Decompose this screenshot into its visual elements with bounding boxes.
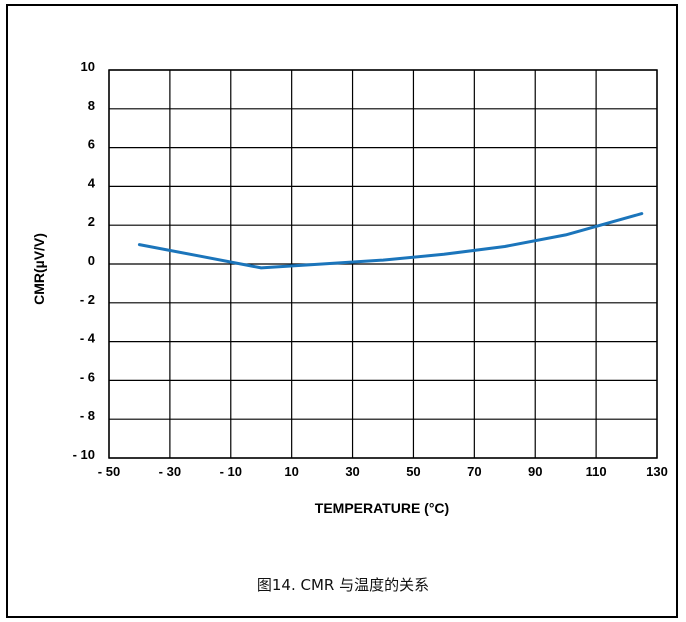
y-tick-label: 6 — [88, 137, 95, 152]
x-tick-label: 30 — [345, 464, 359, 479]
tick-labels: - 50 - 30 - 10 10 30 50 70 90 110 130 10 8 6 4 2 0 - 2 - … — [73, 59, 668, 479]
series-line — [137, 212, 644, 270]
x-axis-title: TEMPERATURE (°C) — [315, 500, 449, 516]
grid — [108, 69, 658, 459]
x-tick-label: - 50 — [98, 464, 120, 479]
y-tick-label: 0 — [88, 253, 95, 268]
figure-caption: 图14. CMR 与温度的关系 — [256, 576, 430, 594]
y-tick-label: 10 — [81, 59, 95, 74]
x-tick-label: 110 — [586, 464, 607, 479]
x-tick-label: - 30 — [159, 464, 181, 479]
cmr-temperature-chart: - 50 - 30 - 10 10 30 50 70 90 110 130 10 8 6 4 2 0 - 2 - … — [31, 59, 668, 516]
x-tick-label: 130 — [646, 464, 668, 479]
y-tick-label: - 2 — [80, 292, 95, 307]
series-lines — [137, 212, 644, 270]
y-tick-label: 2 — [88, 214, 95, 229]
y-tick-label: - 6 — [80, 369, 95, 384]
x-tick-label: 10 — [284, 464, 298, 479]
y-tick-label: 4 — [88, 175, 96, 190]
y-tick-label: - 8 — [80, 408, 95, 423]
y-tick-label: - 10 — [73, 447, 95, 462]
figure-frame — [6, 4, 678, 618]
x-tick-label: 50 — [406, 464, 420, 479]
x-tick-label: - 10 — [220, 464, 242, 479]
y-tick-label: 8 — [88, 98, 95, 113]
y-tick-label: - 4 — [80, 331, 96, 346]
plot-border — [108, 69, 658, 459]
x-tick-label: 70 — [467, 464, 481, 479]
y-axis-title: CMR(µV/V) — [31, 233, 47, 305]
x-tick-label: 90 — [528, 464, 542, 479]
